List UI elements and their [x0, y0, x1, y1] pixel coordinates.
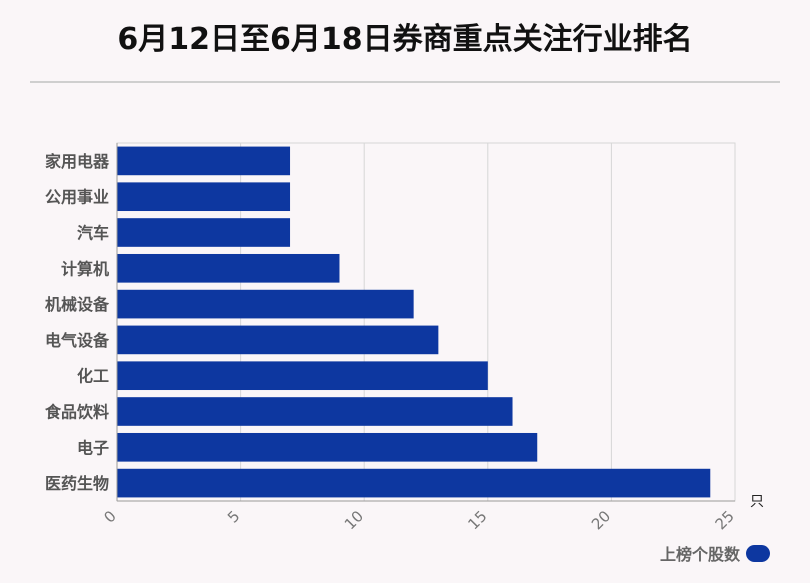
bar — [117, 432, 538, 462]
x-axis-unit: 只 — [750, 494, 764, 510]
bar — [117, 182, 291, 212]
x-tick-label: 0 — [100, 507, 119, 526]
category-label: 医药生物 — [45, 474, 109, 493]
x-tick-label: 15 — [464, 507, 490, 533]
bar — [117, 325, 439, 355]
category-label: 机械设备 — [45, 295, 110, 314]
category-label: 食品饮料 — [44, 403, 109, 422]
bar — [117, 361, 488, 391]
chart-title: 6月12日至6月18日券商重点关注行业排名 — [117, 22, 693, 57]
bar — [117, 468, 711, 498]
x-tick-label: 20 — [588, 507, 614, 533]
x-tick-label: 25 — [712, 507, 738, 533]
category-label: 化工 — [77, 367, 109, 386]
category-label: 电气设备 — [45, 331, 110, 350]
category-label: 家用电器 — [45, 152, 110, 171]
bar — [117, 289, 414, 319]
category-label: 电子 — [77, 438, 109, 457]
category-label: 计算机 — [61, 259, 109, 278]
legend-label: 上榜个股数 — [659, 545, 740, 564]
x-tick-label: 10 — [341, 507, 367, 533]
legend[interactable]: 上榜个股数 — [660, 541, 770, 565]
category-label: 汽车 — [77, 224, 109, 243]
title-divider — [30, 81, 780, 83]
bar — [117, 397, 513, 426]
bar — [117, 253, 340, 283]
bar — [117, 146, 291, 176]
x-tick-label: 5 — [224, 507, 243, 526]
category-label: 公用事业 — [45, 188, 109, 207]
legend-swatch — [746, 544, 770, 562]
bar — [117, 218, 291, 247]
